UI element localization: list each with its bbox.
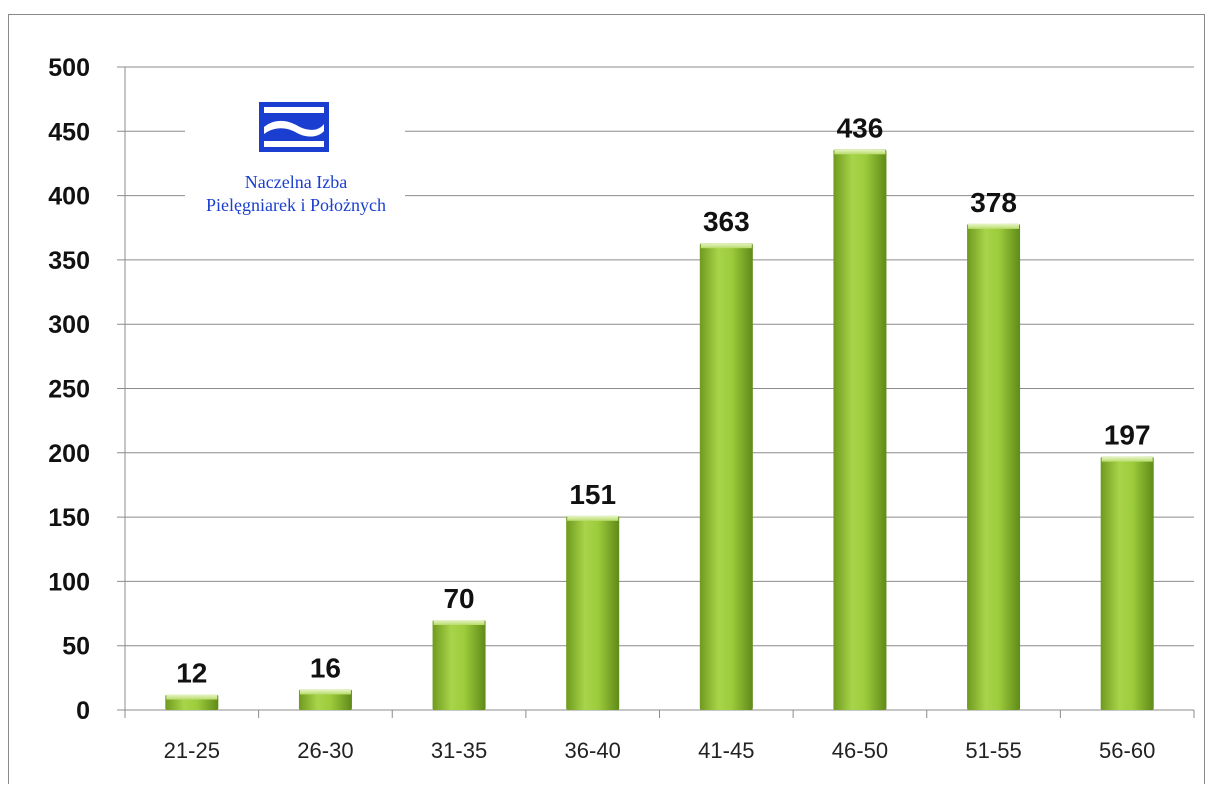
bar-top-highlight: [1101, 456, 1153, 462]
bar-top-highlight: [834, 149, 886, 155]
logo-line-1: Naczelna Izba: [245, 172, 347, 192]
bar: [1100, 456, 1154, 710]
y-tick-label: 0: [76, 697, 90, 725]
x-tick-label: 31-35: [431, 738, 487, 763]
y-tick-label: 400: [48, 183, 90, 211]
chart-frame: [8, 14, 1205, 784]
y-tick-label: 150: [48, 504, 90, 532]
x-tick-label: 41-45: [698, 738, 754, 763]
y-tick-label: 450: [48, 118, 90, 146]
bar-top-highlight: [166, 694, 218, 700]
logo-line-2: Pielęgniarek i Położnych: [206, 195, 386, 215]
data-label: 12: [176, 658, 207, 689]
x-tick-label: 56-60: [1099, 738, 1155, 763]
bar-top-highlight: [299, 689, 351, 695]
y-tick-label: 200: [48, 440, 90, 468]
y-tick-label: 250: [48, 376, 90, 404]
y-tick-label: 500: [48, 54, 90, 82]
bar-top-highlight: [700, 243, 752, 249]
x-tick-label: 21-25: [164, 738, 220, 763]
bar: [566, 515, 620, 710]
bar: [432, 619, 486, 710]
bar-top-highlight: [433, 619, 485, 625]
data-label: 151: [569, 479, 616, 510]
bar-top-highlight: [968, 223, 1020, 229]
y-tick-label: 50: [62, 633, 90, 661]
bar: [699, 243, 753, 710]
x-tick-label: 51-55: [965, 738, 1021, 763]
logo: Naczelna Izba Pielęgniarek i Położnych: [185, 92, 405, 222]
logo-emblem: [259, 102, 329, 152]
bar: [967, 223, 1021, 710]
data-label: 197: [1104, 420, 1151, 451]
y-tick-label: 350: [48, 247, 90, 275]
data-label: 363: [703, 206, 750, 237]
data-label: 436: [837, 112, 884, 143]
x-tick-label: 26-30: [297, 738, 353, 763]
data-label: 70: [443, 583, 474, 614]
y-tick-label: 100: [48, 568, 90, 596]
data-label: 16: [310, 652, 341, 683]
bar-top-highlight: [567, 515, 619, 521]
x-tick-label: 46-50: [832, 738, 888, 763]
bar: [833, 149, 887, 710]
x-tick-label: 36-40: [565, 738, 621, 763]
bar: [298, 689, 352, 710]
y-tick-label: 300: [48, 311, 90, 339]
data-label: 378: [970, 187, 1017, 218]
